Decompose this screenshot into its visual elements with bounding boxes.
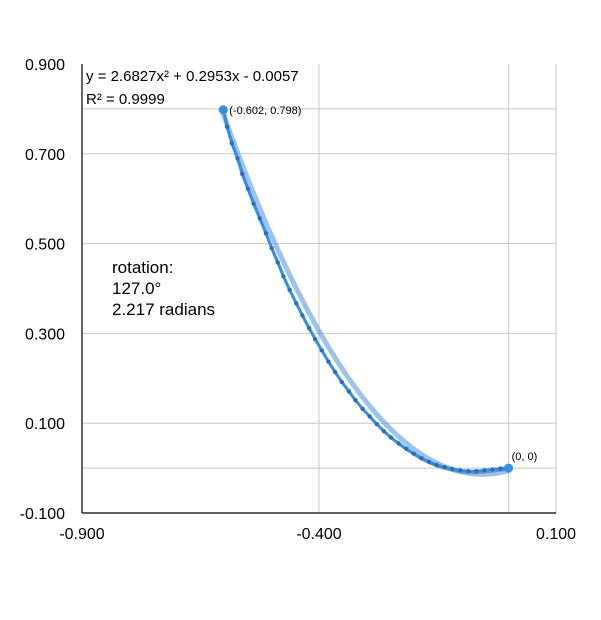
annotations: (-0.602, 0.798) (0, 0) [229,105,537,463]
data-point [396,441,401,446]
trendline-equation: y = 2.6827x² + 0.2953x - 0.0057 [86,68,299,85]
y-tick-label: -0.100 [20,506,65,523]
y-tick-label: 0.300 [25,326,65,343]
data-point [434,462,439,468]
x-tick-label: 0.100 [536,526,576,543]
x-tick-label: -0.400 [296,526,341,543]
data-point [504,463,514,473]
data-point [449,466,455,472]
data-point [466,469,471,474]
data-point [294,301,299,306]
data-point [367,414,372,419]
data-point [360,406,365,412]
data-point [411,451,416,456]
data-point [245,186,251,192]
data-point [442,465,447,470]
y-tick-label: 0.900 [25,57,65,74]
data-point [257,216,262,221]
y-tick-label: 0.700 [25,147,65,164]
data-point [339,379,344,385]
y-tick-label: 0.100 [25,416,65,433]
data-point [281,274,286,279]
x-tick-label: -0.900 [59,526,104,543]
data-point [300,313,305,318]
data-point [388,435,394,440]
rotation-radians: 2.217 radians [112,300,215,319]
data-point [229,140,234,146]
data-point [419,456,424,461]
data-point [319,348,325,353]
data-point [275,260,280,265]
data-point [235,156,240,161]
data-point [287,287,292,293]
tick-labels: 0.900 0.700 0.500 0.300 0.100 -0.100 -0.900 -0.… [20,57,576,543]
point-annotation: (0, 0) [512,451,538,463]
data-point [306,325,312,331]
data-point [374,421,380,427]
data-point [326,359,331,364]
data-point [224,124,230,130]
data-point [263,231,269,236]
data-point [332,369,338,375]
data-point [426,459,432,465]
data-series [218,105,514,477]
data-point [482,468,487,473]
data-point [251,201,256,206]
data-point [346,389,352,394]
data-point [240,171,245,177]
data-point [458,468,463,473]
data-point [381,429,387,434]
axes [81,64,556,514]
y-tick-label: 0.500 [25,237,65,254]
point-annotation: (-0.602, 0.798) [229,105,301,117]
rotation-label: rotation: [112,258,173,277]
data-point [218,105,228,115]
data-point [498,466,503,471]
data-point [404,446,409,451]
data-point [490,467,495,472]
data-point [353,398,358,403]
grid [82,64,557,513]
data-point [313,337,318,342]
rotation-degrees: 127.0° [112,279,161,298]
data-point [474,469,479,474]
data-point [269,245,274,251]
trendline-r-squared: R² = 0.9999 [86,91,165,108]
